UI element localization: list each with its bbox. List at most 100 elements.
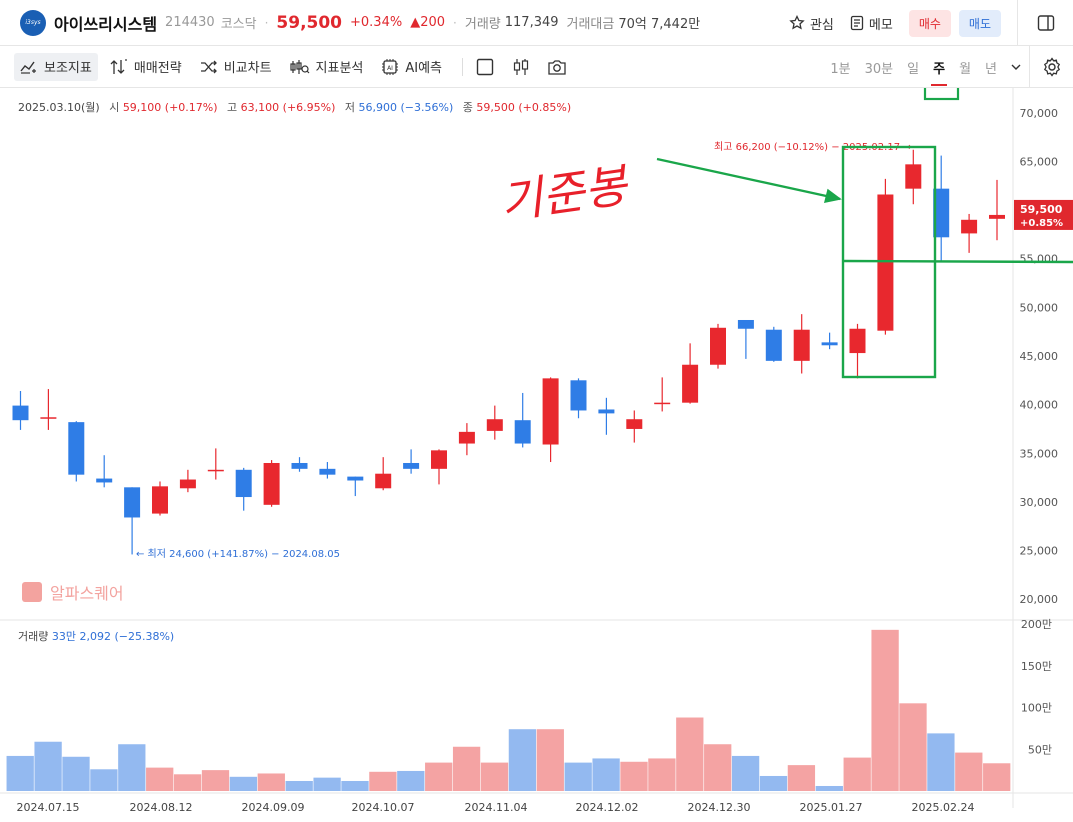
volume-bar bbox=[927, 733, 955, 791]
strategy-label: 매매전략 bbox=[133, 61, 182, 76]
volume-bar bbox=[564, 762, 592, 791]
period-1min[interactable]: 1분 bbox=[830, 61, 851, 77]
min-price-label: ← 최저 24,600 (+141.87%) − 2024.08.05 bbox=[136, 548, 340, 560]
volume-bar bbox=[731, 755, 760, 791]
indicator-icon bbox=[20, 61, 36, 74]
compare-label: 비교차트 bbox=[223, 61, 272, 76]
candle-body bbox=[179, 479, 196, 489]
candle-body bbox=[207, 469, 224, 472]
y-tick-label: 50,000 bbox=[1020, 301, 1059, 314]
watch-button[interactable]: 관심 bbox=[789, 14, 834, 33]
amount-label: 거래대금 bbox=[566, 17, 615, 32]
handwritten-annotation: 기준봉 bbox=[497, 158, 633, 230]
indicators-button[interactable]: 보조지표 bbox=[14, 52, 98, 81]
candlestick-icon bbox=[513, 58, 529, 75]
panel-icon bbox=[1037, 15, 1054, 31]
svg-text:AI: AI bbox=[387, 65, 393, 72]
volume-bar bbox=[146, 767, 174, 791]
volume-bar bbox=[313, 777, 341, 791]
period-30min[interactable]: 30분 bbox=[864, 61, 894, 77]
volume-tick-label: 50만 bbox=[1028, 743, 1052, 756]
candle-body bbox=[682, 364, 699, 403]
volume-bar bbox=[871, 629, 899, 791]
period-month[interactable]: 월 bbox=[959, 61, 972, 77]
candle-type-button[interactable] bbox=[507, 53, 535, 81]
volume-bar bbox=[899, 703, 927, 791]
candle-body bbox=[849, 328, 866, 354]
shuffle-icon bbox=[200, 60, 217, 73]
candle-body bbox=[235, 469, 252, 498]
gear-icon bbox=[1043, 57, 1060, 77]
volume-bar bbox=[285, 780, 313, 791]
candle-body bbox=[765, 329, 782, 361]
volume-bar bbox=[257, 773, 285, 791]
y-tick-label: 55,000 bbox=[1020, 253, 1059, 266]
alphasquare-watermark: 알파스퀘어 bbox=[22, 580, 124, 604]
low-label: 저 bbox=[344, 101, 356, 114]
candle-body bbox=[710, 327, 726, 365]
candle-body bbox=[403, 462, 420, 469]
chart-box-button[interactable] bbox=[471, 53, 499, 81]
volume-bar bbox=[341, 780, 369, 791]
ai-predict-button[interactable]: AI AI예측 bbox=[375, 53, 448, 81]
x-tick-label: 2024.12.02 bbox=[576, 801, 639, 814]
volume-bar bbox=[676, 717, 704, 791]
volume-bar bbox=[480, 762, 509, 791]
last-price-badge bbox=[1014, 199, 1073, 230]
candle-body bbox=[598, 409, 615, 414]
buy-button[interactable]: 매수 bbox=[908, 9, 951, 37]
candle-body bbox=[96, 478, 113, 483]
candle-body bbox=[486, 419, 503, 431]
change-amount: ▲200 bbox=[410, 15, 446, 30]
memo-button[interactable]: 메모 bbox=[850, 14, 893, 33]
x-tick-label: 2024.10.07 bbox=[352, 801, 415, 814]
volume-bar bbox=[620, 761, 648, 791]
x-tick-label: 2024.07.15 bbox=[17, 801, 80, 814]
volume-bar bbox=[704, 744, 732, 791]
change-rate: +0.34% bbox=[350, 15, 403, 30]
volume-bar bbox=[118, 744, 146, 791]
camera-icon bbox=[548, 59, 566, 75]
candle-body bbox=[542, 378, 559, 445]
volume-bar bbox=[173, 774, 202, 791]
side-panel-toggle[interactable] bbox=[1017, 0, 1073, 46]
annotation-arrow-head bbox=[823, 188, 842, 203]
reference-level-line bbox=[842, 259, 1073, 264]
x-tick-label: 2025.02.24 bbox=[912, 801, 975, 814]
period-dropdown[interactable] bbox=[1011, 60, 1021, 75]
candle-body bbox=[40, 417, 57, 419]
volume-bar bbox=[452, 746, 481, 791]
candle-body bbox=[737, 319, 754, 329]
screenshot-button[interactable] bbox=[543, 53, 571, 81]
sell-button[interactable]: 매도 bbox=[958, 9, 1001, 37]
ohlc-legend: 2025.03.10(월) 시 59,100 (+0.17%) 고 63,100… bbox=[18, 99, 571, 115]
candle-body bbox=[152, 486, 168, 514]
last-price-value: 59,500 bbox=[1020, 203, 1063, 216]
compare-button[interactable]: 비교차트 bbox=[194, 53, 278, 81]
candle-body bbox=[12, 405, 29, 421]
period-week[interactable]: 주 bbox=[931, 58, 948, 86]
analysis-icon bbox=[289, 59, 309, 74]
volume-bar bbox=[592, 758, 620, 791]
candle-body bbox=[989, 214, 1005, 219]
volume-tick-label: 150만 bbox=[1021, 660, 1052, 673]
period-year[interactable]: 년 bbox=[985, 61, 997, 77]
watch-label: 관심 bbox=[809, 17, 834, 33]
settings-button[interactable] bbox=[1029, 46, 1073, 88]
strategy-button[interactable]: 매매전략 bbox=[104, 53, 188, 81]
stock-name[interactable]: 아이쓰리시스템 bbox=[54, 14, 158, 34]
open-label: 시 bbox=[109, 101, 120, 114]
analysis-button[interactable]: 지표분석 bbox=[284, 53, 370, 81]
volume-bar bbox=[90, 769, 118, 791]
indicators-label: 보조지표 bbox=[44, 61, 92, 76]
volume-bar bbox=[787, 765, 816, 791]
volume-bar bbox=[369, 771, 397, 791]
price-chart[interactable]: 70,00065,00060,00055,00050,00045,00040,0… bbox=[0, 88, 1073, 822]
candle-body bbox=[933, 188, 950, 238]
candle-body bbox=[654, 402, 671, 405]
candle-body bbox=[124, 487, 141, 518]
candle-body bbox=[514, 420, 531, 444]
amount-value: 70억 7,442만 bbox=[618, 17, 701, 32]
candle-body bbox=[263, 462, 280, 505]
period-day[interactable]: 일 bbox=[907, 61, 920, 77]
